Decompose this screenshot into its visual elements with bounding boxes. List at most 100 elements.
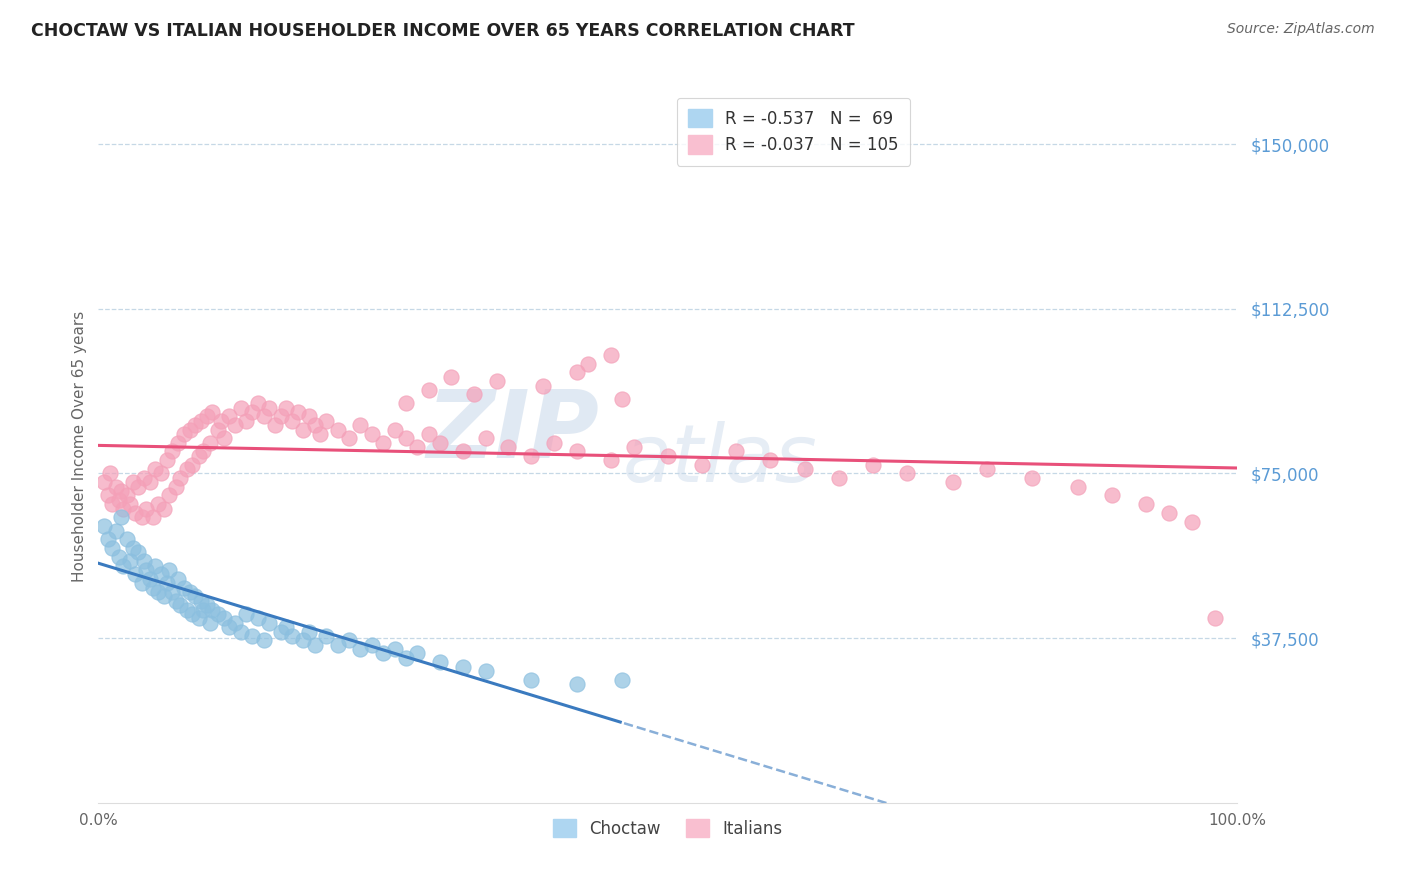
Point (150, 467, 173, 481)
Point (287, 405, 309, 419)
Point (135, 563, 157, 577)
Point (360, 638, 382, 652)
Point (315, 629, 337, 643)
Point (474, 431, 496, 445)
Point (612, 392, 634, 406)
Point (229, 401, 252, 415)
Point (298, 409, 321, 424)
Point (162, 585, 184, 599)
Point (93, 475, 115, 490)
Point (190, 594, 212, 608)
Point (132, 554, 155, 568)
Point (131, 510, 153, 524)
Point (180, 458, 202, 472)
Point (115, 533, 138, 547)
Point (406, 440, 429, 454)
Point (145, 462, 167, 476)
Point (1181, 515, 1204, 529)
Point (326, 638, 349, 652)
Point (315, 414, 337, 428)
Point (474, 664, 496, 678)
Point (153, 590, 176, 604)
Point (252, 633, 274, 648)
Point (98, 467, 121, 481)
Point (167, 435, 190, 450)
Point (201, 602, 224, 616)
Point (132, 471, 155, 485)
Point (112, 558, 135, 573)
Point (292, 423, 315, 437)
Point (193, 444, 215, 458)
Text: Source: ZipAtlas.com: Source: ZipAtlas.com (1227, 22, 1375, 37)
Point (304, 418, 326, 433)
Point (209, 414, 232, 428)
Point (179, 585, 201, 599)
Text: CHOCTAW VS ITALIAN HOUSEHOLDER INCOME OVER 65 YEARS CORRELATION CHART: CHOCTAW VS ITALIAN HOUSEHOLDER INCOME OV… (31, 22, 855, 40)
Point (1204, 611, 1226, 625)
Point (179, 423, 201, 437)
Point (156, 576, 179, 591)
Point (371, 435, 394, 450)
Point (418, 383, 440, 397)
Point (115, 488, 138, 502)
Point (395, 431, 418, 445)
Y-axis label: Householder Income Over 65 years: Householder Income Over 65 years (72, 310, 87, 582)
Point (565, 366, 588, 380)
Point (193, 602, 215, 616)
Point (169, 471, 191, 485)
Point (121, 475, 143, 490)
Point (176, 602, 198, 616)
Point (1021, 471, 1043, 485)
Point (486, 374, 509, 388)
Point (1157, 506, 1180, 520)
Point (309, 426, 332, 441)
Point (165, 480, 187, 494)
Point (138, 572, 160, 586)
Point (326, 423, 349, 437)
Point (520, 449, 543, 463)
Point (600, 348, 623, 362)
Point (246, 611, 269, 625)
Point (165, 594, 187, 608)
Point (153, 501, 176, 516)
Point (150, 567, 173, 582)
Point (104, 524, 127, 538)
Point (173, 581, 195, 595)
Point (252, 409, 274, 424)
Point (406, 647, 429, 661)
Point (281, 414, 304, 428)
Point (110, 483, 132, 498)
Point (576, 357, 599, 371)
Point (157, 563, 180, 577)
Point (93, 519, 115, 533)
Point (942, 475, 965, 490)
Point (190, 414, 212, 428)
Point (657, 449, 679, 463)
Point (224, 615, 246, 630)
Point (612, 673, 634, 687)
Point (298, 624, 321, 639)
Point (498, 440, 520, 454)
Point (224, 418, 246, 433)
Point (142, 581, 165, 595)
Point (187, 611, 209, 625)
Point (623, 440, 645, 454)
Point (384, 423, 406, 437)
Point (127, 480, 149, 494)
Point (281, 629, 304, 643)
Point (110, 510, 132, 524)
Point (96, 533, 118, 547)
Point (371, 647, 394, 661)
Point (270, 624, 292, 639)
Point (120, 497, 142, 511)
Point (124, 567, 146, 582)
Point (138, 475, 160, 490)
Point (264, 418, 287, 433)
Point (195, 409, 218, 424)
Point (101, 497, 124, 511)
Point (337, 431, 360, 445)
Point (1067, 480, 1090, 494)
Point (157, 488, 180, 502)
Point (395, 396, 418, 410)
Text: ZIP: ZIP (426, 385, 599, 478)
